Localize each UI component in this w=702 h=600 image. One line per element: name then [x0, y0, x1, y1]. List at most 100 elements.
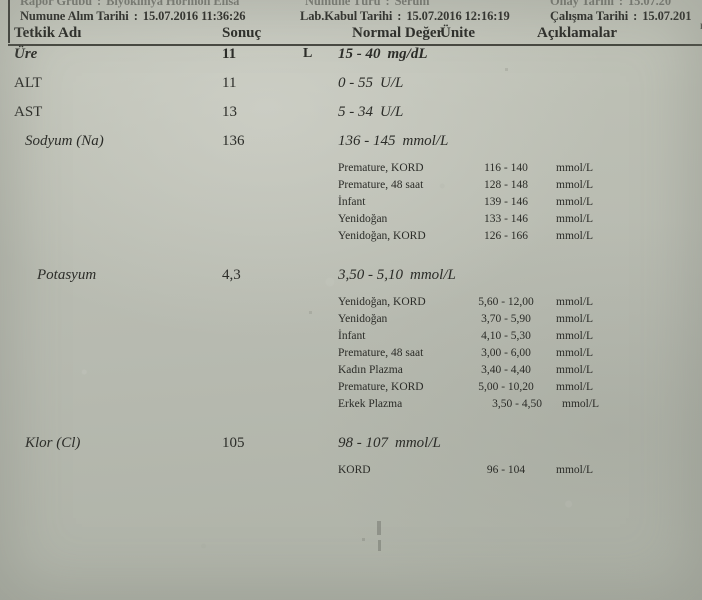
- test-name: Klor (Cl): [25, 435, 81, 451]
- reference-range-unit: mmol/L: [556, 330, 594, 342]
- normal-range: 0 - 55 U/L: [338, 75, 403, 92]
- results-table: Üre 11 L 15 - 40 mg/dL ALT 11 0 - 55 U/L AST 13 5 -…: [0, 46, 702, 501]
- normal-range-unit: mmol/L: [402, 133, 449, 149]
- normal-range-value: 5 - 34: [338, 104, 373, 120]
- reference-subrow: Premature, 48 saat 128 - 148 mmol/L: [0, 179, 702, 196]
- reference-group-label: Erkek Plazma: [338, 398, 403, 410]
- row-spacer: [0, 481, 702, 501]
- reference-group-label: İnfant: [338, 330, 366, 342]
- reference-range-unit: mmol/L: [556, 464, 594, 476]
- reference-subrow: İnfant 4,10 - 5,30 mmol/L: [0, 330, 702, 347]
- row-spacer: [0, 247, 702, 267]
- column-header-notes: Açıklamalar: [537, 25, 617, 41]
- column-header-normal-value: Normal Değer: [352, 25, 444, 41]
- reference-range-unit: mmol/L: [556, 296, 594, 308]
- meta-sample-date-label: Numune Alım Tarihi: [20, 9, 129, 23]
- test-name: Potasyum: [37, 267, 97, 283]
- reference-group-label: Premature, 48 saat: [338, 179, 424, 191]
- meta-approval-date-sep: :: [618, 0, 623, 8]
- reference-subrow: Premature, KORD 116 - 140 mmol/L: [0, 162, 702, 179]
- meta-sample-date-sep: :: [133, 9, 138, 23]
- scan-artifact-mark: [362, 538, 365, 541]
- test-result-value: 13: [222, 104, 237, 120]
- normal-range: 15 - 40 mg/dL: [338, 46, 428, 63]
- meta-lab-accept-date-sep: :: [397, 9, 402, 23]
- reference-subrow: Premature, 48 saat 3,00 - 6,00 mmol/L: [0, 347, 702, 364]
- reference-group-label: Yenidoğan: [338, 313, 388, 325]
- reference-range-unit: mmol/L: [556, 162, 594, 174]
- reference-range-unit: mmol/L: [556, 381, 594, 393]
- meta-study-date-value: 15.07.201: [642, 9, 692, 23]
- normal-range: 98 - 107 mmol/L: [338, 435, 441, 452]
- reference-group-label: Yenidoğan, KORD: [338, 296, 426, 308]
- test-result-value: 4,3: [222, 267, 241, 283]
- meta-sample-type-sep: :: [385, 0, 390, 8]
- column-header-unit: Ünite: [440, 25, 475, 41]
- meta-approval-date-value: 15.07.20: [628, 0, 671, 8]
- normal-range-unit: U/L: [380, 104, 404, 120]
- reference-range-value: 126 - 166: [483, 230, 529, 242]
- reference-range-value: 5,00 - 10,20: [478, 381, 534, 393]
- meta-lab-accept-date-value: 15.07.2016 12:16:19: [406, 9, 510, 23]
- reference-range-value: 3,40 - 4,40: [481, 364, 531, 376]
- scan-artifact-mark: [377, 521, 381, 535]
- normal-range: 136 - 145 mmol/L: [338, 133, 448, 150]
- reference-group-label: Yenidoğan: [338, 213, 388, 225]
- table-row: Potasyum 4,3 3,50 - 5,10 mmol/L: [0, 267, 702, 296]
- meta-report-group-sep: :: [96, 0, 102, 8]
- column-header-result: Sonuç: [222, 25, 262, 41]
- reference-range-value: 139 - 146: [483, 196, 529, 208]
- reference-subrow: Kadın Plazma 3,40 - 4,40 mmol/L: [0, 364, 702, 381]
- reference-range-unit: mmol/L: [562, 398, 600, 410]
- test-result-value: 11: [222, 75, 237, 91]
- normal-range-value: 136 - 145: [338, 133, 396, 149]
- table-row: Klor (Cl) 105 98 - 107 mmol/L: [0, 435, 702, 464]
- normal-range-unit: mmol/L: [395, 435, 441, 451]
- reference-range-value: 5,60 - 12,00: [478, 296, 534, 308]
- reference-range-unit: mmol/L: [556, 313, 594, 325]
- normal-range-value: 3,50 - 5,10: [338, 267, 403, 283]
- meta-report-group: Rapor Grubu : Biyokimya Hormon Elisa: [20, 0, 239, 9]
- reference-group-label: İnfant: [338, 196, 366, 208]
- reference-subrow: İnfant 139 - 146 mmol/L: [0, 196, 702, 213]
- scan-artifact-mark: [378, 540, 381, 551]
- column-header-test-name: Tetkik Adı: [14, 25, 82, 41]
- test-name: Sodyum (Na): [25, 133, 104, 149]
- reference-range-unit: mmol/L: [556, 213, 594, 225]
- reference-group-label: KORD: [338, 464, 371, 476]
- row-spacer: [0, 415, 702, 435]
- test-name: Üre: [14, 46, 38, 62]
- reference-range-unit: mmol/L: [556, 179, 594, 191]
- table-row: Sodyum (Na) 136 136 - 145 mmol/L: [0, 133, 702, 162]
- meta-approval-date: Onay Tarihi : 15.07.20: [550, 0, 671, 9]
- reference-subrow: Yenidoğan 133 - 146 mmol/L: [0, 213, 702, 230]
- reference-subrow: Erkek Plazma 3,50 - 4,50 mmol/L: [0, 398, 702, 415]
- test-result-value: 136: [222, 133, 245, 149]
- meta-study-date-sep: :: [633, 9, 638, 23]
- test-result-value: 11: [222, 46, 237, 62]
- table-column-headers: Tetkik Adı Sonuç Normal Değer Ünite Açık…: [0, 25, 702, 45]
- meta-lab-accept-date-label: Lab.Kabul Tarihi: [300, 9, 393, 23]
- meta-sample-date-value: 15.07.2016 11:36:26: [142, 9, 246, 23]
- report-header-box: Rapor Grubu : Biyokimya Hormon Elisa Num…: [8, 0, 702, 43]
- meta-study-date: Çalışma Tarihi : 15.07.201: [550, 9, 691, 24]
- reference-group-label: Premature, 48 saat: [338, 347, 424, 359]
- reference-group-label: Premature, KORD: [338, 162, 424, 174]
- normal-range-unit: U/L: [380, 75, 404, 91]
- meta-study-date-label: Çalışma Tarihi: [550, 9, 629, 23]
- reference-subrow: KORD 96 - 104 mmol/L: [0, 464, 702, 481]
- reference-group-label: Yenidoğan, KORD: [338, 230, 426, 242]
- normal-range-value: 0 - 55: [338, 75, 373, 91]
- reference-range-unit: mmol/L: [556, 347, 594, 359]
- reference-subrow: Yenidoğan, KORD 5,60 - 12,00 mmol/L: [0, 296, 702, 313]
- test-name: ALT: [14, 75, 42, 91]
- reference-range-value: 4,10 - 5,30: [481, 330, 531, 342]
- meta-sample-date: Numune Alım Tarihi : 15.07.2016 11:36:26: [20, 9, 246, 24]
- header-divider-rule: [8, 44, 702, 46]
- table-row: ALT 11 0 - 55 U/L: [0, 75, 702, 104]
- normal-range: 5 - 34 U/L: [338, 104, 403, 121]
- normal-range: 3,50 - 5,10 mmol/L: [338, 267, 456, 284]
- normal-range-value: 15 - 40: [338, 46, 381, 62]
- reference-range-value: 3,70 - 5,90: [481, 313, 531, 325]
